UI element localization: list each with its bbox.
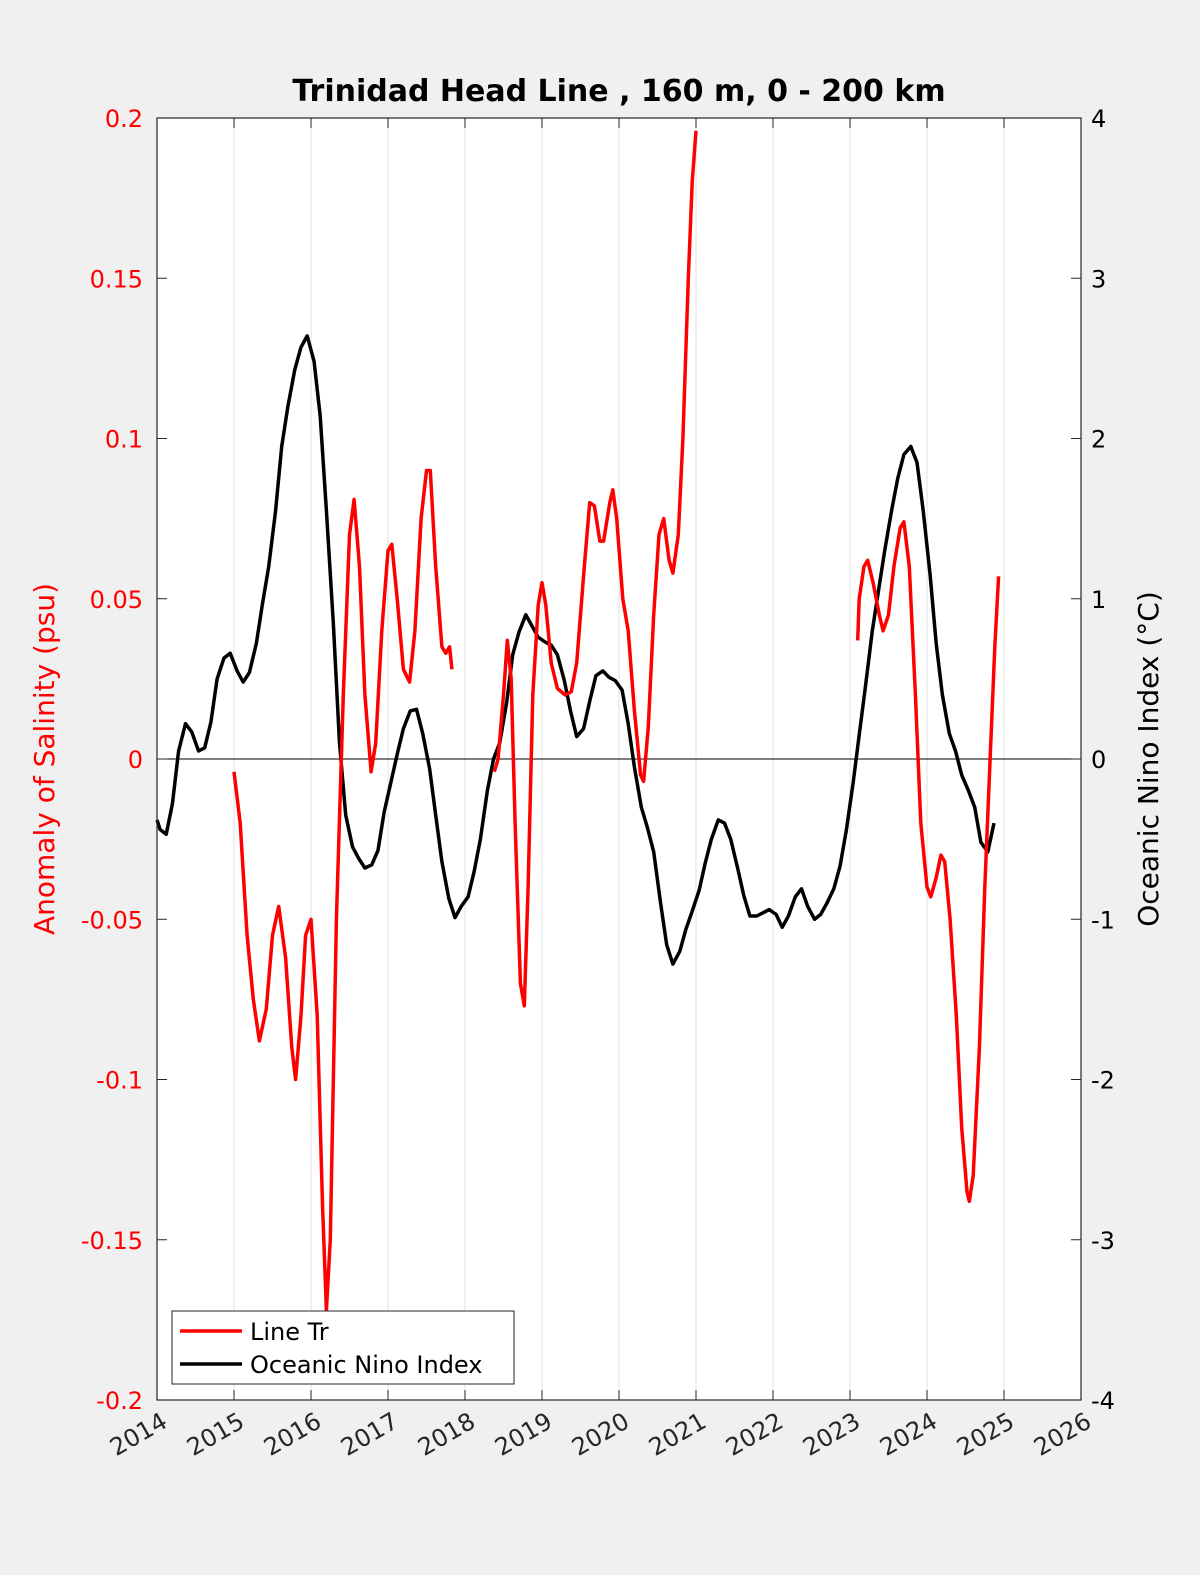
- x-tick-label: 2020: [567, 1407, 634, 1462]
- y-right-tick-label: 2: [1091, 426, 1106, 454]
- x-tick-label: 2015: [182, 1407, 249, 1462]
- y-right-tick-label: 4: [1091, 105, 1106, 133]
- x-tick-label: 2024: [875, 1407, 942, 1462]
- y-left-tick-label: -0.1: [96, 1067, 143, 1095]
- series-line-oni: [155, 334, 996, 966]
- x-tick-label: 2014: [105, 1407, 172, 1462]
- series-line-salinity-segment-1: [232, 468, 454, 1313]
- y-right-tick-label: -1: [1091, 906, 1115, 934]
- x-tick-label: 2019: [490, 1407, 557, 1462]
- series-layer: [155, 130, 1001, 1313]
- x-tick-label: 2016: [259, 1407, 326, 1462]
- x-tick-label: 2017: [336, 1407, 403, 1462]
- series-line-salinity-segment-2: [492, 130, 698, 1008]
- y-left-tick-label: -0.2: [96, 1387, 143, 1415]
- series-line-salinity-segment-3: [855, 520, 1001, 1204]
- x-tick-label: 2026: [1029, 1407, 1096, 1462]
- x-tick-label: 2023: [798, 1407, 865, 1462]
- y-left-tick-label: 0: [128, 746, 143, 774]
- x-tick-label: 2021: [644, 1407, 711, 1462]
- y-left-tick-label: -0.05: [81, 906, 143, 934]
- y-right-tick-label: -3: [1091, 1227, 1115, 1255]
- y-right-tick-label: 0: [1091, 746, 1106, 774]
- y-axis-right: -4 -3 -2 -1 0 1 2 3 4: [1071, 105, 1115, 1415]
- x-tick-label: 2022: [721, 1407, 788, 1462]
- y-axis-right-label: Oceanic Nino Index (°C): [1132, 591, 1165, 927]
- y-right-tick-label: -4: [1091, 1387, 1115, 1415]
- y-axis-left-label: Anomaly of Salinity (psu): [28, 583, 61, 935]
- y-left-tick-label: 0.1: [105, 426, 143, 454]
- legend-label-salinity: Line Tr: [250, 1318, 329, 1346]
- y-left-tick-label: 0.2: [105, 105, 143, 133]
- y-right-tick-label: 1: [1091, 586, 1106, 614]
- legend-box: [171, 1310, 515, 1385]
- y-left-tick-label: -0.15: [81, 1227, 143, 1255]
- legend: Line Tr Oceanic Nino Index: [171, 1310, 515, 1385]
- chart-title: Trinidad Head Line , 160 m, 0 - 200 km: [292, 74, 945, 109]
- y-right-tick-label: 3: [1091, 265, 1106, 293]
- y-left-tick-label: 0.05: [90, 586, 143, 614]
- legend-label-oni: Oceanic Nino Index: [250, 1351, 482, 1379]
- y-axis-left: -0.2 -0.15 -0.1 -0.05 0 0.05 0.1 0.15 0.2: [81, 105, 167, 1415]
- y-left-tick-label: 0.15: [90, 265, 143, 293]
- x-tick-label: 2018: [413, 1407, 480, 1462]
- x-tick-label: 2025: [952, 1407, 1019, 1462]
- y-right-tick-label: -2: [1091, 1067, 1115, 1095]
